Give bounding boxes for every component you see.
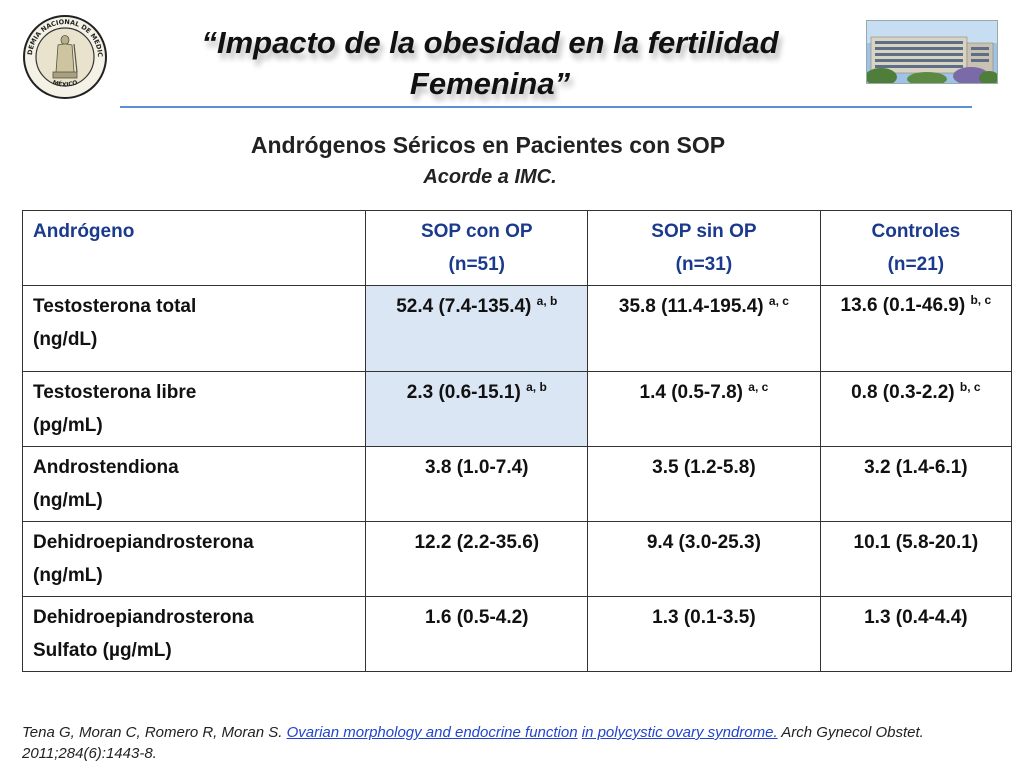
header-sublabel: (n=21) xyxy=(887,254,945,275)
header-cell: SOP sin OP (n=31) xyxy=(587,210,821,286)
row-label-cell: Androstendiona (ng/mL) xyxy=(21,446,367,522)
cell-value: 1.4 (0.5-7.8) xyxy=(639,382,744,403)
header-sublabel: (n=51) xyxy=(448,254,506,275)
citation: Tena G, Moran C, Romero R, Moran S. Ovar… xyxy=(22,722,1002,764)
cell-superscript: b, c xyxy=(959,380,981,394)
row-label-cell: Testosterona total (ng/dL) xyxy=(21,285,367,372)
row-unit: (pg/mL) xyxy=(33,415,103,436)
table-cell: 0.8 (0.3-2.2) b, c xyxy=(819,371,1013,447)
cell-value: 0.8 (0.3-2.2) xyxy=(851,382,955,403)
slide-title: “Impacto de la obesidad en la fertilidad… xyxy=(120,22,860,104)
header-cell: SOP con OP (n=51) xyxy=(365,210,589,286)
header-sublabel: (n=31) xyxy=(675,254,733,275)
row-label: Androstendiona xyxy=(33,457,179,478)
row-label-cell: Testosterona libre (pg/mL) xyxy=(21,371,367,447)
cell-value: 3.8 (1.0-7.4) xyxy=(425,457,529,478)
table-cell: 3.5 (1.2-5.8) xyxy=(587,446,821,522)
table-row: Dehidroepiandrosterona Sulfato (µg/mL) 1… xyxy=(21,596,1013,672)
table-cell: 12.2 (2.2-35.6) xyxy=(365,521,589,597)
header-label: Andrógeno xyxy=(33,221,135,242)
citation-link-title-cont[interactable]: in polycystic ovary syndrome. xyxy=(581,724,778,741)
table-row: Testosterona libre (pg/mL) 2.3 (0.6-15.1… xyxy=(21,371,1013,447)
row-unit: (ng/dL) xyxy=(33,329,98,350)
row-label: Testosterona total xyxy=(33,296,197,317)
table-cell: 2.3 (0.6-15.1) a, b xyxy=(365,371,589,447)
title-line-1: “Impacto de la obesidad en la fertilidad xyxy=(201,25,779,60)
cell-value: 52.4 (7.4-135.4) xyxy=(396,296,532,317)
table-title: Andrógenos Séricos en Pacientes con SOP xyxy=(250,132,726,158)
table-cell: 1.3 (0.1-3.5) xyxy=(587,596,821,672)
title-line-2: Femenina” xyxy=(409,66,571,101)
table-subtitle: Acorde a IMC. xyxy=(423,166,557,188)
row-unit: Sulfato (µg/mL) xyxy=(33,640,172,661)
cell-superscript: a, b xyxy=(536,294,558,308)
table-cell: 13.6 (0.1-46.9) b, c xyxy=(819,285,1013,372)
cell-value: 1.3 (0.4-4.4) xyxy=(864,607,968,628)
table-cell: 52.4 (7.4-135.4) a, b xyxy=(365,285,589,372)
row-label: Testosterona libre xyxy=(33,382,197,403)
table-cell: 3.8 (1.0-7.4) xyxy=(365,446,589,522)
table-cell: 35.8 (11.4-195.4) a, c xyxy=(587,285,821,372)
academy-seal-logo: ACADEMIA NACIONAL DE MEDICINA MÉXICO xyxy=(22,14,107,99)
cell-superscript: a, c xyxy=(748,380,769,394)
header-label: Controles xyxy=(871,221,961,242)
hospital-building-photo xyxy=(866,20,998,84)
row-label: Dehidroepiandrosterona xyxy=(33,607,254,628)
row-label-cell: Dehidroepiandrosterona (ng/mL) xyxy=(21,521,367,597)
header-cell: Controles (n=21) xyxy=(819,210,1013,286)
table-cell: 1.4 (0.5-7.8) a, c xyxy=(587,371,821,447)
table-header-row: Andrógeno SOP con OP (n=51) SOP sin OP (… xyxy=(21,210,1013,286)
row-unit: (ng/mL) xyxy=(33,490,103,511)
cell-superscript: a, c xyxy=(768,294,789,308)
table-cell: 3.2 (1.4-6.1) xyxy=(819,446,1013,522)
cell-superscript: b, c xyxy=(970,293,992,307)
table-cell: 10.1 (5.8-20.1) xyxy=(819,521,1013,597)
table-row: Androstendiona (ng/mL) 3.8 (1.0-7.4) 3.5… xyxy=(21,446,1013,522)
cell-value: 9.4 (3.0-25.3) xyxy=(646,532,761,553)
cell-value: 3.5 (1.2-5.8) xyxy=(652,457,756,478)
table-cell: 9.4 (3.0-25.3) xyxy=(587,521,821,597)
table-row: Dehidroepiandrosterona (ng/mL) 12.2 (2.2… xyxy=(21,521,1013,597)
row-unit: (ng/mL) xyxy=(33,565,103,586)
table-row: Testosterona total (ng/dL) 52.4 (7.4-135… xyxy=(21,285,1013,372)
title-divider xyxy=(120,106,972,108)
cell-value: 13.6 (0.1-46.9) xyxy=(840,295,966,316)
cell-value: 2.3 (0.6-15.1) xyxy=(406,382,521,403)
androgens-table: Andrógeno SOP con OP (n=51) SOP sin OP (… xyxy=(21,210,1013,672)
header-label: SOP sin OP xyxy=(651,221,757,242)
cell-value: 1.3 (0.1-3.5) xyxy=(652,607,756,628)
header-label: SOP con OP xyxy=(420,221,533,242)
header-cell: Andrógeno xyxy=(21,210,367,286)
cell-superscript: a, b xyxy=(526,380,547,394)
cell-value: 1.6 (0.5-4.2) xyxy=(425,607,529,628)
row-label-cell: Dehidroepiandrosterona Sulfato (µg/mL) xyxy=(21,596,367,672)
table-cell: 1.3 (0.4-4.4) xyxy=(819,596,1013,672)
cell-value: 12.2 (2.2-35.6) xyxy=(414,532,540,553)
row-label: Dehidroepiandrosterona xyxy=(33,532,254,553)
citation-journal: Arch Gynecol Obstet. 2011;284(6):1443-8. xyxy=(22,724,924,762)
cell-value: 35.8 (11.4-195.4) xyxy=(618,296,764,317)
svg-text:MÉXICO: MÉXICO xyxy=(51,79,78,89)
cell-value: 10.1 (5.8-20.1) xyxy=(853,532,979,553)
citation-authors: Tena G, Moran C, Romero R, Moran S. xyxy=(22,724,283,741)
table-cell: 1.6 (0.5-4.2) xyxy=(365,596,589,672)
cell-value: 3.2 (1.4-6.1) xyxy=(864,457,968,478)
citation-link-title[interactable]: Ovarian morphology and endocrine functio… xyxy=(286,724,578,741)
